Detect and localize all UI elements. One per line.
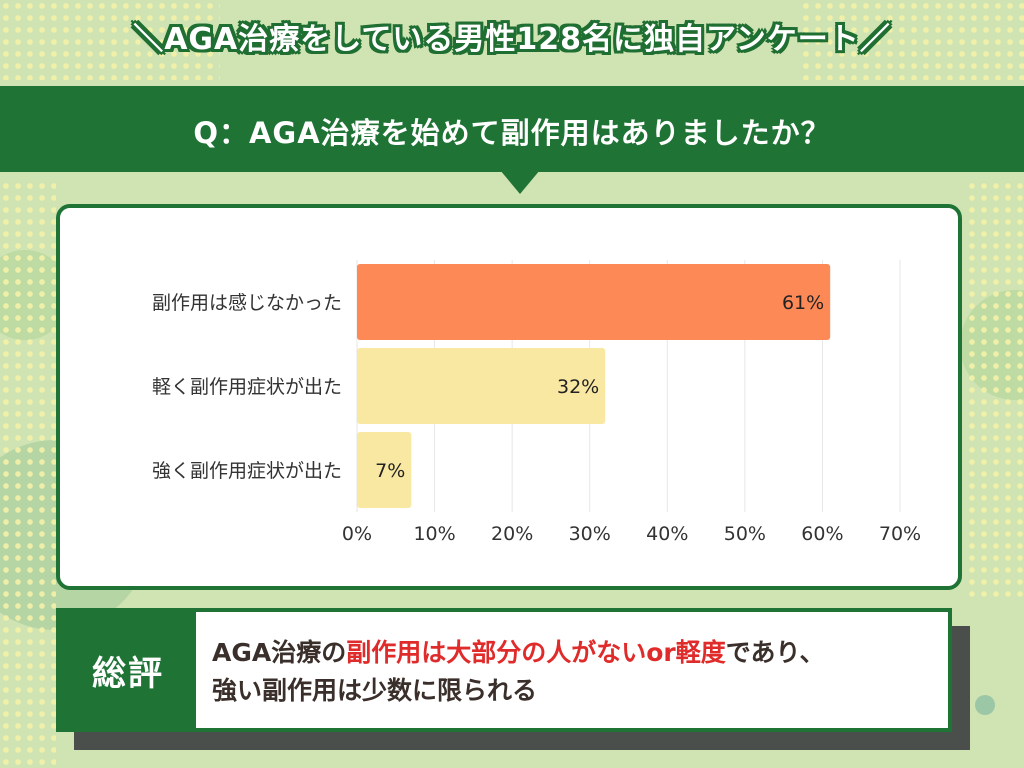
bar-chart: 0% 10% 20% 30% 40% 50% 60% 70% 副作用は感じなかった 61% 軽く副作… xyxy=(152,260,921,545)
category-label: 副作用は感じなかった xyxy=(152,292,342,314)
decorative-dots xyxy=(0,0,220,80)
category-label: 強く副作用症状が出た xyxy=(152,460,342,482)
summary-highlight: 副作用は大部分の人がないor軽度 xyxy=(346,638,726,667)
x-tick-label: 10% xyxy=(413,523,455,545)
x-tick-label: 20% xyxy=(491,523,533,545)
chart-card: 0% 10% 20% 30% 40% 50% 60% 70% 副作用は感じなかった 61% 軽く副作… xyxy=(56,204,962,590)
bar xyxy=(357,264,831,340)
question-pointer xyxy=(500,170,540,194)
summary-box: 総評 AGA治療の副作用は大部分の人がないor軽度であり、 強い副作用は少数に限… xyxy=(56,608,952,732)
question-text: Q：AGA治療を始めて副作用はありましたか？ xyxy=(193,116,831,150)
x-tick-label: 50% xyxy=(724,523,766,545)
x-tick-label: 30% xyxy=(569,523,611,545)
decorative-dots xyxy=(800,0,1024,80)
decorative-dots xyxy=(966,180,1024,600)
x-tick-label: 0% xyxy=(342,523,372,545)
x-tick-label: 70% xyxy=(879,523,921,545)
x-tick-label: 40% xyxy=(646,523,688,545)
bar xyxy=(357,432,412,508)
summary-line1-start: AGA治療の xyxy=(212,638,347,667)
decorative-circle xyxy=(975,695,995,715)
data-label: 7% xyxy=(375,460,405,482)
summary-text: AGA治療の副作用は大部分の人がないor軽度であり、 強い副作用は少数に限られる xyxy=(212,634,932,710)
data-label: 32% xyxy=(557,376,599,398)
decorative-dots xyxy=(0,180,56,600)
summary-label: 総評 xyxy=(92,653,164,694)
summary-line1-end: であり、 xyxy=(725,638,825,667)
summary-label-box: 総評 xyxy=(60,612,196,728)
x-tick-label: 60% xyxy=(801,523,843,545)
summary-line2: 強い副作用は少数に限られる xyxy=(212,676,538,705)
category-label: 軽く副作用症状が出た xyxy=(152,376,342,398)
bar xyxy=(357,348,606,424)
survey-headline: ＼AGA治療をしている男性128名に独自アンケート／ xyxy=(133,22,891,57)
data-label: 61% xyxy=(782,292,824,314)
question-band xyxy=(0,86,1024,172)
decorative-dots xyxy=(0,600,56,768)
